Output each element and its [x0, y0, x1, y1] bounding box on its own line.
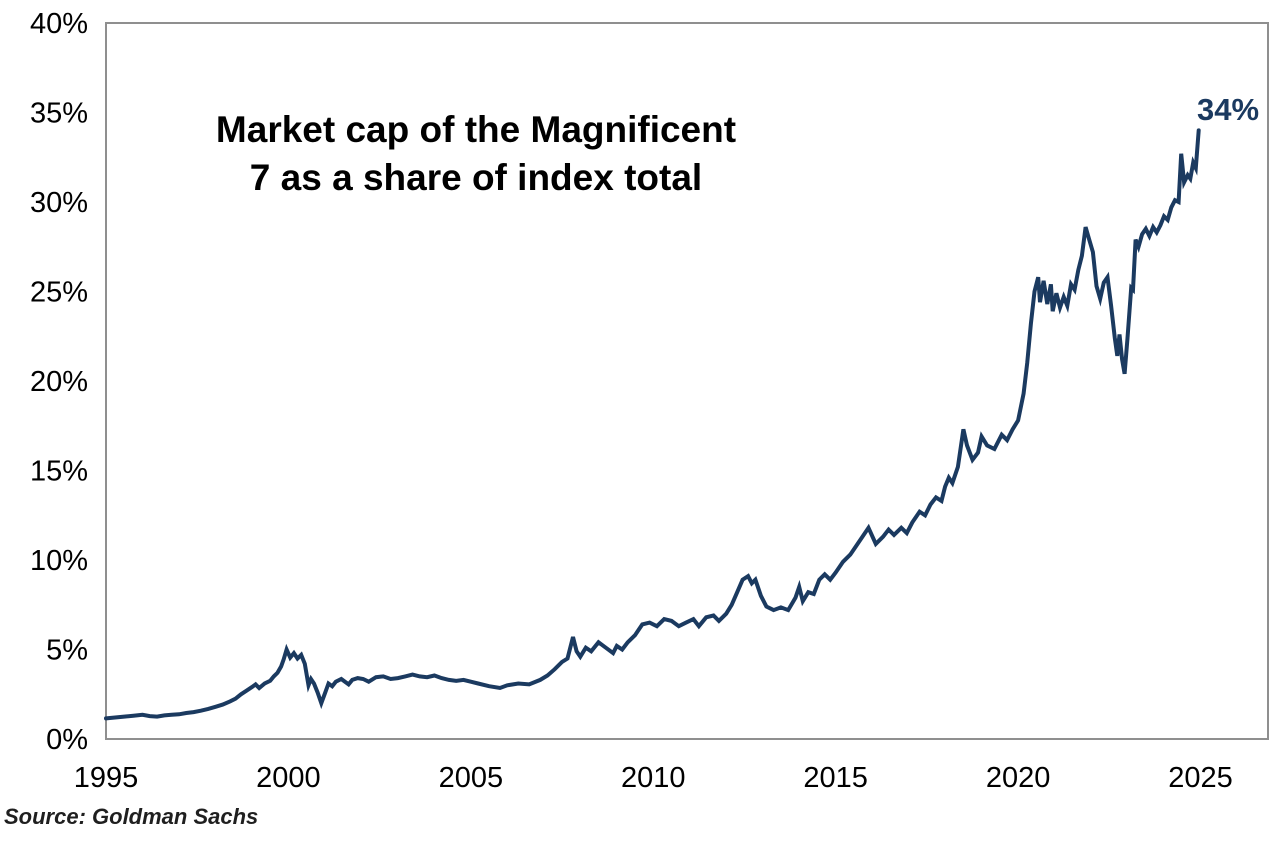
x-tick-label: 2015 [803, 762, 868, 794]
y-tick-label: 5% [46, 635, 88, 667]
y-tick-label: 15% [30, 456, 88, 488]
plot-border [105, 22, 1269, 740]
y-tick-label: 35% [30, 98, 88, 130]
x-tick-label: 2000 [256, 762, 321, 794]
x-tick-label: 2025 [1168, 762, 1233, 794]
chart-title: Market cap of the Magnificent 7 as a sha… [106, 106, 846, 202]
x-tick-label: 2005 [439, 762, 504, 794]
chart-title-line-2: 7 as a share of index total [249, 157, 703, 198]
source-note: Source: Goldman Sachs [4, 804, 259, 829]
y-tick-label: 0% [46, 724, 88, 756]
y-tick-label: 20% [30, 366, 88, 398]
y-tick-label: 30% [30, 187, 88, 219]
y-tick-label: 25% [30, 277, 88, 309]
x-tick-label: 2020 [986, 762, 1051, 794]
x-tick-label: 1995 [74, 762, 139, 794]
x-tick-label: 2010 [621, 762, 686, 794]
chart-title-line-1: Market cap of the Magnificent [215, 109, 737, 150]
data-line [104, 128, 1201, 721]
end-value-label: 34% [1197, 92, 1260, 127]
y-tick-label: 40% [30, 8, 88, 40]
y-tick-label: 10% [30, 545, 88, 577]
